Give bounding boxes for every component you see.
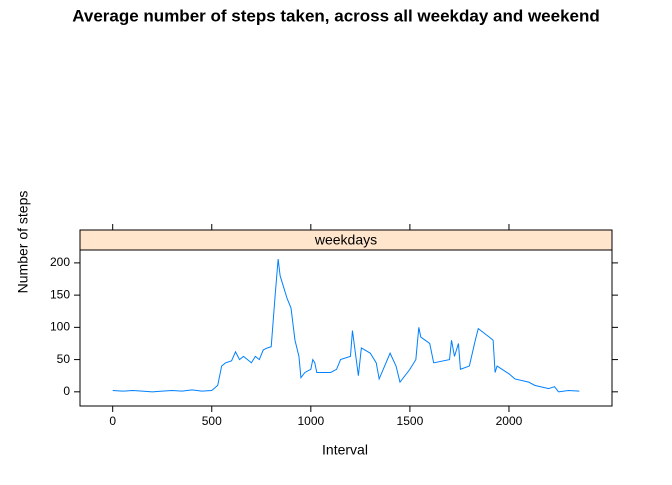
x-tick-label: 1000 <box>297 414 324 428</box>
panel-frame <box>79 249 613 407</box>
x-tick-label: 0 <box>109 414 116 428</box>
y-tick-label: 50 <box>57 352 71 366</box>
y-tick-label: 0 <box>63 384 70 398</box>
y-tick-label: 100 <box>50 320 70 334</box>
y-tick-label: 150 <box>50 287 70 301</box>
y-tick-label: 200 <box>50 255 70 269</box>
line <box>112 258 580 393</box>
y-axis-label: Number of steps <box>15 191 31 294</box>
strip-label: weekdays <box>314 232 377 248</box>
x-axis-label: Interval <box>322 442 368 458</box>
chart-title: Average number of steps taken, across al… <box>72 6 600 25</box>
x-tick-label: 500 <box>202 414 222 428</box>
x-tick-label: 1500 <box>397 414 424 428</box>
x-tick-label: 2000 <box>496 414 523 428</box>
